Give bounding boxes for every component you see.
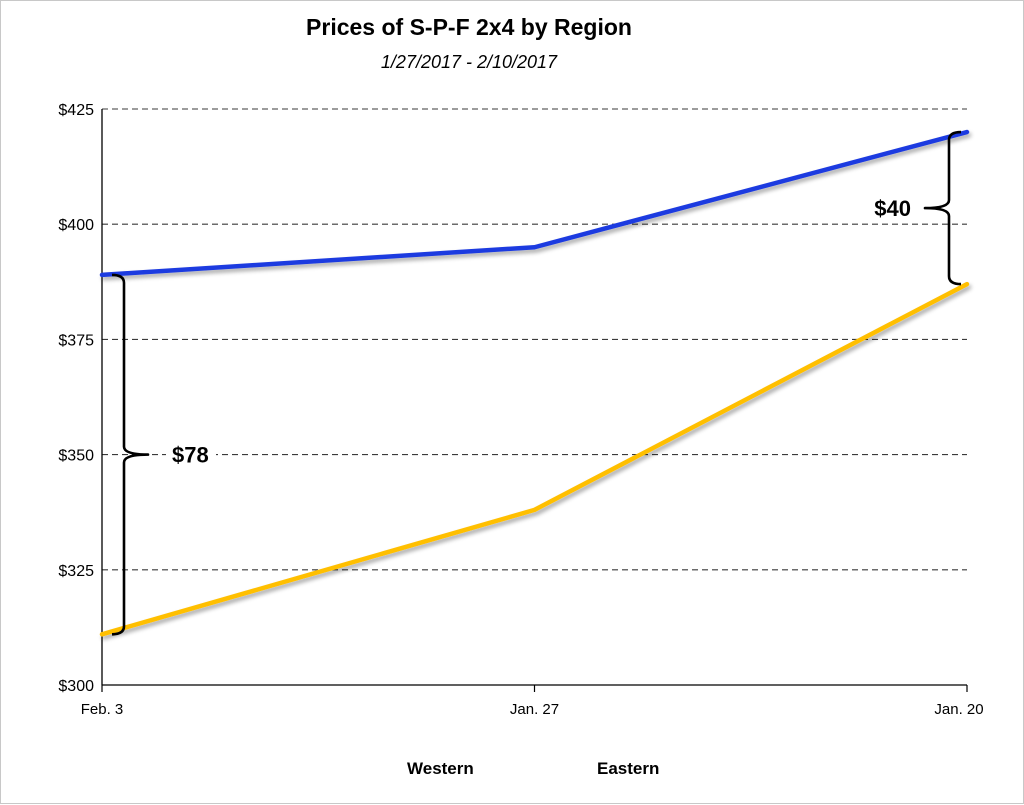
x-axis-ticks: Feb. 3 Jan. 27 Jan. 20 (81, 685, 984, 718)
y-axis-ticks: $300 $325 $350 $375 $400 $425 (58, 102, 94, 695)
y-tick-label: $425 (58, 102, 94, 119)
annotation-label: $40 (874, 196, 911, 221)
legend-label-eastern: Eastern (597, 759, 659, 778)
x-tick-label: Jan. 20 (934, 701, 983, 718)
series-line-eastern (102, 132, 967, 275)
annotations: $78 $40 (112, 132, 961, 634)
y-tick-label: $350 (58, 448, 94, 465)
legend-label-western: Western (407, 759, 474, 778)
x-tick-label: Jan. 27 (510, 701, 559, 718)
chart-subtitle: 1/27/2017 - 2/10/2017 (381, 52, 558, 72)
y-tick-label: $300 (58, 678, 94, 695)
series-lines (102, 132, 967, 634)
brace-annotation (925, 132, 961, 284)
chart-title: Prices of S-P-F 2x4 by Region (306, 14, 632, 40)
x-tick-label: Feb. 3 (81, 701, 124, 718)
annotation-label: $78 (172, 443, 209, 468)
series-line-western (102, 284, 967, 634)
legend: Western Eastern (365, 759, 659, 778)
y-tick-label: $375 (58, 332, 94, 349)
y-tick-label: $325 (58, 563, 94, 580)
y-tick-label: $400 (58, 217, 94, 234)
gridlines (102, 109, 967, 570)
